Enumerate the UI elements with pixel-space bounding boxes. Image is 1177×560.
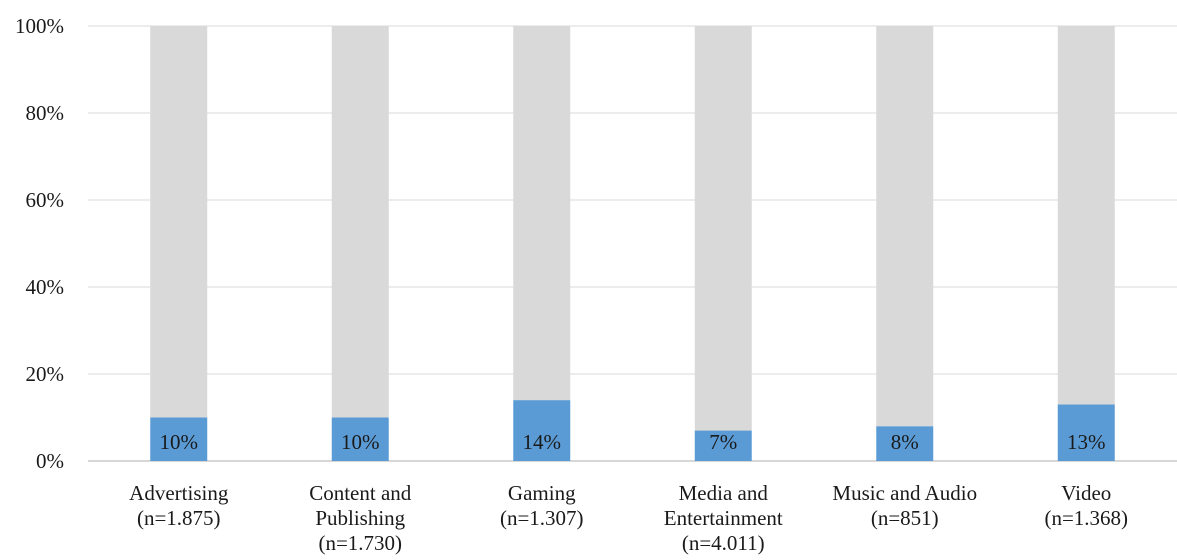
- category-label: Content and: [309, 481, 412, 505]
- bars: [150, 26, 1115, 461]
- category-label: Media and: [679, 481, 769, 505]
- data-label: 8%: [891, 430, 919, 454]
- y-axis-tick-labels: 0% 20% 40% 60% 80% 100%: [15, 14, 64, 473]
- category-label: Gaming: [508, 481, 576, 505]
- category-label: Music and Audio: [832, 481, 977, 505]
- x-axis-category-labels: Advertising(n=1.875) Content andPublishin…: [129, 481, 1128, 555]
- data-labels: 10% 10% 14% 7% 8% 13%: [160, 430, 1106, 454]
- y-tick-label: 100%: [15, 14, 64, 38]
- bar-segment-remainder: [694, 26, 752, 431]
- bar-segment-highlight: [513, 400, 571, 461]
- y-tick-label: 0%: [36, 449, 64, 473]
- data-label: 13%: [1067, 430, 1106, 454]
- category-label: Publishing: [315, 506, 405, 530]
- data-label: 10%: [341, 430, 380, 454]
- category-label: Entertainment: [664, 506, 783, 530]
- bar-segment-highlight: [331, 417, 389, 461]
- y-tick-label: 40%: [26, 275, 65, 299]
- data-label: 10%: [160, 430, 199, 454]
- bar-segment-highlight: [1057, 404, 1115, 461]
- data-label: 7%: [709, 430, 737, 454]
- y-tick-label: 60%: [26, 188, 65, 212]
- category-label: (n=1.875): [137, 506, 221, 530]
- bar-segment-remainder: [331, 26, 389, 418]
- bar-segment-highlight: [694, 430, 752, 461]
- category-label: (n=4.011): [682, 531, 765, 555]
- bar-segment-remainder: [513, 26, 571, 401]
- bar-segment-highlight: [150, 417, 208, 461]
- bar-segment-remainder: [876, 26, 934, 427]
- bar-segment-highlight: [876, 426, 934, 461]
- category-label: Video: [1061, 481, 1111, 505]
- category-label: (n=1.307): [500, 506, 584, 530]
- gridlines: [88, 25, 1177, 462]
- category-label: (n=1.368): [1044, 506, 1128, 530]
- bar-segment-remainder: [1057, 26, 1115, 405]
- bar-segment-remainder: [150, 26, 208, 418]
- data-label: 14%: [523, 430, 562, 454]
- y-tick-label: 20%: [26, 362, 65, 386]
- category-label: (n=1.730): [318, 531, 402, 555]
- category-label: Advertising: [129, 481, 229, 505]
- y-tick-label: 80%: [26, 101, 65, 125]
- category-label: (n=851): [871, 506, 939, 530]
